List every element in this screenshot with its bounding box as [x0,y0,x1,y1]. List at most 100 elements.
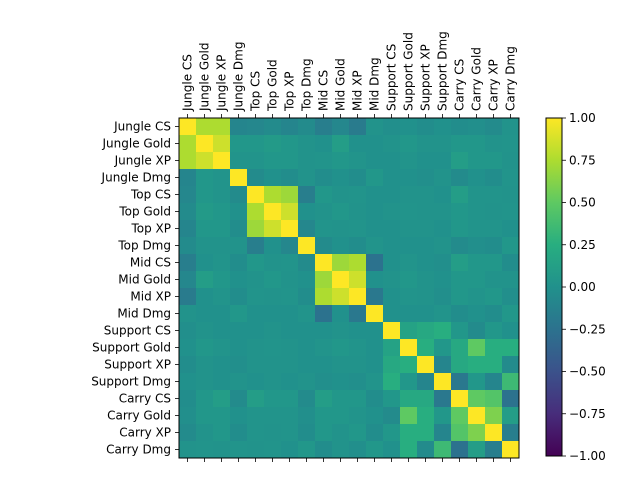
heatmap-cell [417,169,435,187]
heatmap-cell [213,407,231,425]
heatmap-cell [417,390,435,408]
heatmap-cell [196,339,214,357]
heatmap-cell [298,254,316,272]
heatmap-cell [400,254,418,272]
heatmap-cell [247,220,265,238]
heatmap-cell [417,288,435,306]
x-tick-label: Support Dmg [436,31,450,111]
heatmap-cell [417,407,435,425]
colorbar-tick-label: 0.50 [569,196,596,210]
heatmap-cell [230,305,248,323]
heatmap-cell [281,322,299,340]
heatmap-cell [366,203,384,221]
heatmap-cell [349,390,367,408]
heatmap-cell [196,135,214,153]
heatmap-cell [298,118,316,136]
heatmap-cell [434,203,452,221]
heatmap-cell [366,390,384,408]
heatmap-cell [417,135,435,153]
heatmap-cell [315,356,333,374]
heatmap-cell [281,373,299,391]
heatmap-cell [298,186,316,204]
heatmap-cell [366,254,384,272]
heatmap-cell [468,424,486,442]
y-tick-label: Carry CS [119,392,171,406]
heatmap-cell [451,356,469,374]
heatmap-cell [366,322,384,340]
heatmap-cell [468,339,486,357]
heatmap-cell [502,322,520,340]
heatmap-cell [502,288,520,306]
heatmap-cell [485,390,503,408]
heatmap-cell [196,424,214,442]
heatmap-cell [451,288,469,306]
heatmap-cell [247,271,265,289]
heatmap-cell [315,169,333,187]
heatmap-cell [298,356,316,374]
heatmap-cell [213,322,231,340]
heatmap-cell [332,152,350,170]
heatmap-cell [179,424,197,442]
heatmap-cell [281,237,299,255]
heatmap-cell [349,288,367,306]
heatmap-cell [230,339,248,357]
heatmap-cell [247,441,265,459]
heatmap-cell [349,203,367,221]
heatmap-cell [434,135,452,153]
heatmap-cell [264,169,282,187]
heatmap-cell [247,390,265,408]
x-tick-label: Jungle XP [215,55,229,112]
heatmap-cell [400,407,418,425]
heatmap-cell [247,169,265,187]
heatmap-cell [247,203,265,221]
heatmap-cell [264,254,282,272]
heatmap-cell [383,254,401,272]
heatmap-cell [213,424,231,442]
heatmap-cell [315,424,333,442]
heatmap-cell [451,271,469,289]
heatmap-cell [298,271,316,289]
y-tick-label: Jungle Dmg [101,171,171,185]
heatmap-cell [502,169,520,187]
heatmap-cell [230,407,248,425]
heatmap-cell [179,305,197,323]
heatmap-cell [400,322,418,340]
heatmap-cell [434,424,452,442]
heatmap-cell [366,356,384,374]
heatmap-cell [383,152,401,170]
y-tick-label: Jungle XP [114,154,171,168]
heatmap-cell [213,135,231,153]
heatmap-cell [485,271,503,289]
heatmap-cell [179,254,197,272]
heatmap-cell [485,169,503,187]
heatmap-cell [349,220,367,238]
heatmap-cell [315,220,333,238]
heatmap-cell [400,356,418,374]
heatmap-cell [230,322,248,340]
heatmap-cell [383,220,401,238]
heatmap-cell [502,220,520,238]
heatmap-cell [230,135,248,153]
heatmap-cell [366,441,384,459]
heatmap-cell [179,288,197,306]
heatmap-cell [298,390,316,408]
heatmap-cell [451,152,469,170]
heatmap-cells [179,118,520,459]
y-tick-label: Mid CS [130,256,171,270]
y-tick-label: Carry Gold [107,409,171,423]
heatmap-cell [247,118,265,136]
heatmap-cell [451,237,469,255]
colorbar-ticks: −1.00 −0.75 −0.50 −0.25 0.00 0.25 0.50 0.75 1.00 [562,111,606,463]
x-tick-label: Top Dmg [300,58,314,112]
heatmap-cell [213,441,231,459]
heatmap-cell [468,186,486,204]
heatmap-cell [417,305,435,323]
heatmap-cell [434,390,452,408]
heatmap-cell [230,390,248,408]
heatmap-cell [230,220,248,238]
heatmap-cell [366,305,384,323]
heatmap-cell [434,356,452,374]
heatmap-cell [196,288,214,306]
y-tick-label: Top CS [130,188,171,202]
heatmap-cell [383,135,401,153]
